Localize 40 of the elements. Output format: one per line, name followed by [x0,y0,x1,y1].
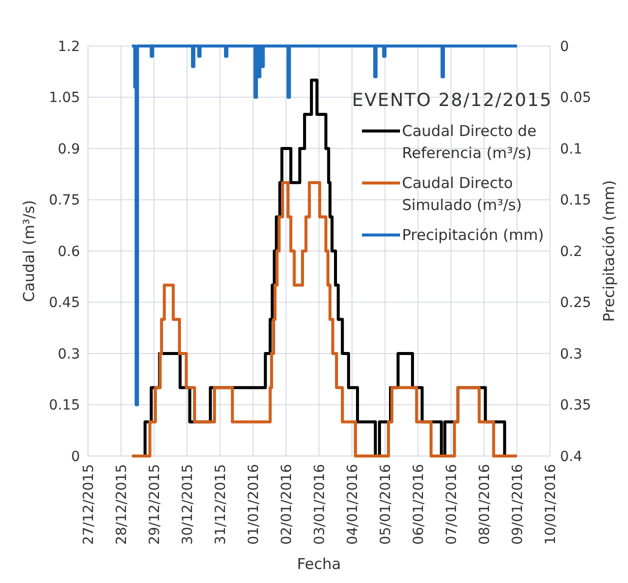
x-tick-label: 31/12/2015 [212,464,229,545]
x-tick-label: 03/01/2016 [312,464,328,545]
legend-title: EVENTO 28/12/2015 [352,90,552,111]
y2-tick-label: 0.2 [560,244,582,260]
y2-tick-label: 0.25 [560,295,592,312]
x-tick-label: 28/12/2015 [114,464,130,545]
x-tick-label: 07/01/2016 [444,464,460,545]
y-tick-label: 0.15 [48,398,80,414]
x-tick-label: 02/01/2016 [278,464,295,545]
x-tick-label: 09/01/2016 [510,464,526,545]
y-tick-label: 1.2 [58,38,80,55]
y2-tick-label: 0.1 [560,141,582,158]
legend-label: Caudal Directo Simulado (m³/s) [402,174,522,214]
y2-tick-label: 0.05 [560,90,592,106]
y2-tick-label: 0.15 [560,192,592,209]
x-tick-label: 04/01/2016 [344,464,361,545]
y-tick-label: 1.05 [48,90,80,106]
y-tick-label: 0.45 [48,295,80,312]
x-tick-label: 29/12/2015 [146,464,163,545]
x-axis-title: Fecha [297,555,341,573]
legend-label: Precipitación (mm) [402,226,544,244]
legend-label: Caudal Directo de Referencia (m³/s) [402,122,536,162]
x-tick-label: 10/01/2016 [542,464,559,545]
y-tick-label: 0.9 [58,141,80,158]
x-tick-label: 05/01/2016 [378,464,394,545]
x-tick-label: 01/01/2016 [246,464,262,545]
y-tick-label: 0 [71,448,80,465]
x-tick-label: 30/12/2015 [180,464,196,545]
y-tick-label: 0.75 [48,192,80,209]
y-axis-title: Caudal (m³/s) [20,200,38,302]
y2-tick-label: 0.4 [560,448,582,465]
y-tick-label: 0.3 [58,346,80,362]
x-tick-label: 06/01/2016 [410,464,427,545]
x-tick-label: 08/01/2016 [476,464,493,545]
x-tick-label: 27/12/2015 [80,464,97,545]
y2-axis-title: Precipitación (mm) [600,180,618,322]
y2-tick-label: 0 [560,38,569,55]
y-tick-label: 0.6 [58,244,80,260]
y2-tick-label: 0.35 [560,398,592,414]
y2-tick-label: 0.3 [560,346,582,362]
